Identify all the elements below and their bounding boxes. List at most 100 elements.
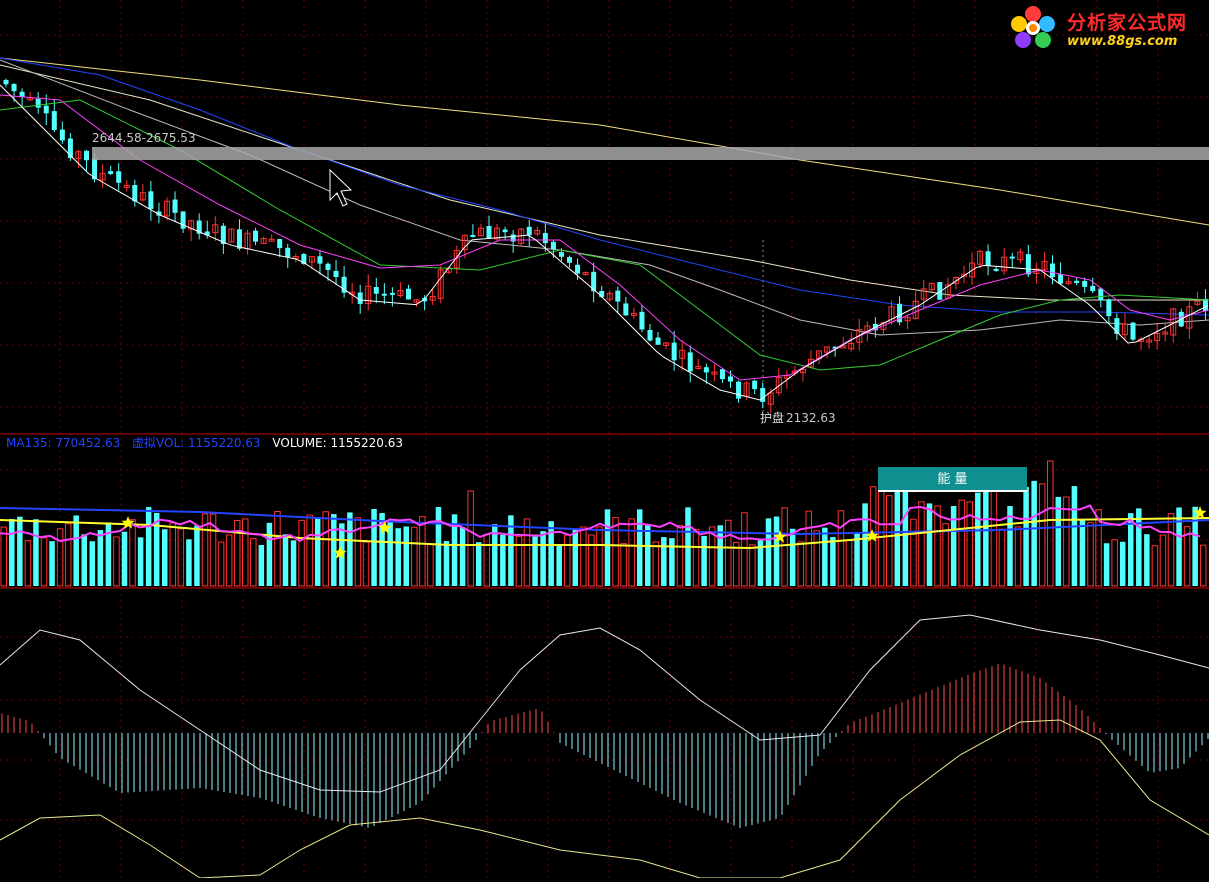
price-candle (308, 256, 315, 263)
volume-bar (105, 522, 112, 586)
price-candle (1050, 263, 1055, 278)
volume-bar (845, 539, 853, 587)
price-candle (3, 79, 9, 85)
price-candle (413, 299, 420, 303)
price-candle (1186, 306, 1193, 329)
volume-bar (604, 509, 611, 586)
volume-bar (966, 501, 973, 587)
volume-bar (532, 536, 538, 586)
price-candle (623, 303, 629, 316)
volume-bar (789, 528, 796, 586)
price-candle (268, 238, 275, 242)
price-candle (397, 290, 404, 297)
price-candle (575, 264, 581, 274)
volume-bar (765, 518, 772, 586)
price-candle (494, 227, 501, 240)
volume-bar (274, 511, 281, 587)
volume-bar (492, 524, 498, 586)
price-candle (1082, 280, 1088, 287)
volume-bar (894, 491, 901, 586)
volume-bar (427, 544, 434, 587)
price-candle (920, 288, 927, 300)
volume-bar (1111, 539, 1118, 587)
volume-bar (169, 522, 177, 587)
price-candle (260, 238, 267, 244)
price-candle (1202, 298, 1208, 311)
oscillator-slow-line (0, 719, 1209, 879)
price-candle (502, 229, 508, 233)
volume-bar (822, 527, 828, 586)
price-candle (373, 287, 379, 294)
volume-bar (306, 514, 313, 587)
volume-bar (934, 505, 941, 587)
watermark-site-name: 分析家公式网 (1067, 12, 1188, 34)
volume-bar (1023, 486, 1029, 586)
volume-bar (998, 528, 1006, 587)
volume-bar (1199, 544, 1207, 587)
volume-bar (56, 528, 64, 587)
volume-bar (0, 526, 7, 587)
volume-bar (322, 511, 329, 587)
price-candle (19, 91, 25, 98)
price-candle (180, 211, 186, 229)
volume-bar (1159, 534, 1167, 587)
volume-bar (975, 492, 981, 586)
volume-bar (435, 507, 442, 586)
price-candle (1114, 318, 1120, 334)
volume-bar (387, 521, 393, 586)
price-candle (317, 256, 323, 264)
price-candle (767, 392, 774, 405)
star-icon (773, 530, 787, 543)
volume-bar (137, 537, 144, 586)
overlay: 2644.58-2675.53 护盘 2132.63 (92, 131, 1209, 425)
price-candle (156, 211, 162, 216)
price-candle (341, 276, 347, 293)
volume-bar (990, 480, 998, 587)
volume-bar (886, 495, 893, 587)
volume-bar (580, 526, 587, 587)
price-candle (51, 111, 57, 131)
volume-bar (958, 499, 965, 587)
volume-bar (121, 531, 128, 586)
volume-bar (523, 518, 531, 587)
volume-bar (379, 513, 385, 586)
volume-bar (475, 542, 482, 586)
price-candle (253, 230, 259, 242)
volume-bar (17, 516, 23, 586)
volume-bar (314, 518, 321, 586)
volume-bar (1095, 509, 1102, 587)
price-candle (357, 292, 363, 304)
volume-bar (725, 519, 732, 587)
volume-bar (652, 541, 660, 587)
flower-logo-icon (1011, 6, 1055, 48)
volume-bar (1192, 506, 1198, 586)
volume-bar (676, 524, 684, 587)
price-candle (477, 227, 484, 237)
price-candle (1001, 256, 1008, 272)
price-candle (695, 365, 702, 370)
price-candle (856, 329, 863, 343)
energy-button[interactable]: 能 量 (878, 467, 1027, 492)
ma60-blue-line (0, 57, 1209, 316)
price-candle (1121, 323, 1128, 336)
volume-bar (1136, 508, 1142, 586)
volume-bar (145, 507, 152, 586)
volume-bar (669, 538, 675, 586)
price-candle (703, 367, 709, 373)
price-band-label: 2644.58-2675.53 (92, 131, 196, 145)
price-candle (204, 231, 210, 236)
price-candle (736, 381, 742, 399)
volume-ma135-line (0, 507, 1209, 536)
volume-bar (395, 528, 401, 586)
volume-bar (97, 530, 104, 586)
volume-bar (926, 503, 933, 586)
volume-bar (1128, 513, 1134, 586)
price-candle (558, 252, 564, 257)
volume-bar (749, 544, 756, 587)
volume-bar (813, 530, 821, 587)
ma5-white-line (0, 84, 1209, 401)
price-candle (719, 369, 725, 380)
price-candle (752, 380, 758, 390)
